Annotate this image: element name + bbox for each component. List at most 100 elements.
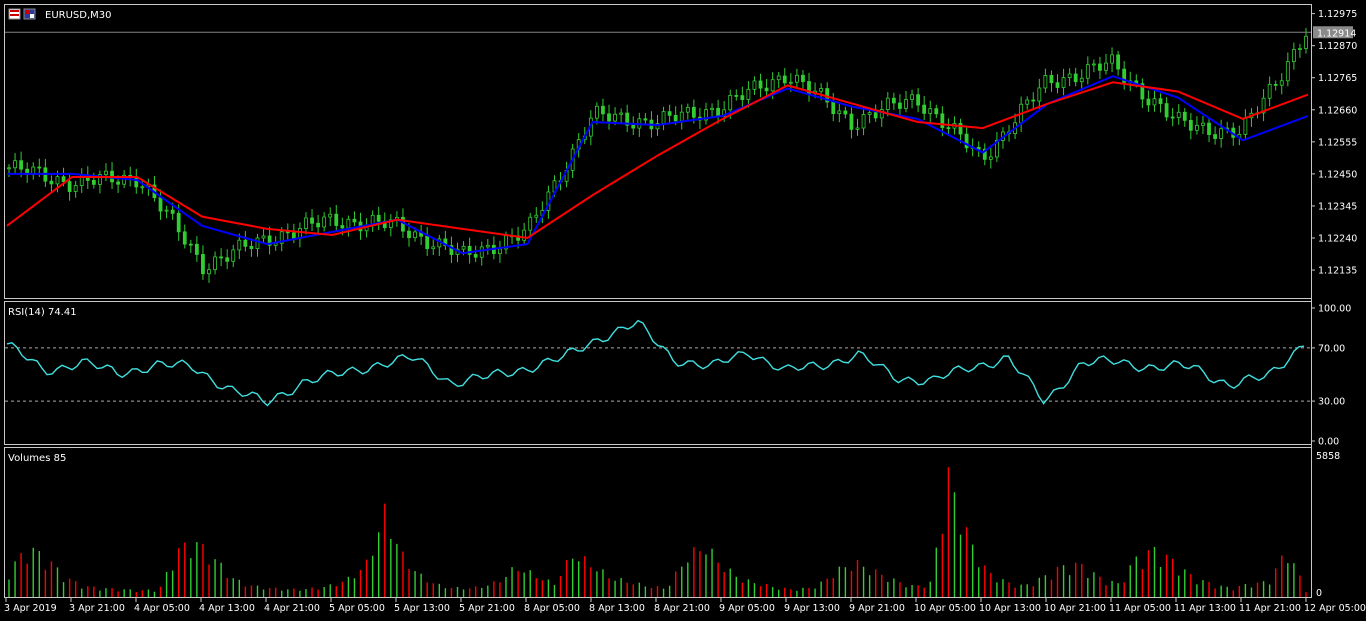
ma-slow-line — [6, 81, 1309, 240]
rsi-tick-label: 30.00 — [1318, 397, 1345, 408]
candle-body — [522, 229, 527, 241]
candle-body — [740, 95, 745, 100]
candle-body — [1031, 99, 1036, 102]
time-tick-label: 8 Apr 13:00 — [589, 603, 645, 614]
candle-body — [207, 269, 211, 275]
candle-body — [67, 181, 72, 192]
candle-body — [279, 231, 284, 244]
candle-body — [225, 257, 230, 262]
candle-body — [1073, 73, 1078, 83]
price-tick-label: 1.12975 — [1318, 9, 1357, 20]
candle-body — [188, 243, 193, 246]
candle-body — [1213, 134, 1217, 139]
candle-body — [1152, 98, 1157, 106]
candle-body — [407, 230, 411, 239]
time-tick-label: 5 Apr 13:00 — [394, 603, 450, 614]
time-tick-label: 12 Apr 05:00 — [1304, 603, 1366, 614]
price-tick-label: 1.12450 — [1318, 169, 1357, 180]
candle-body — [625, 112, 630, 126]
candle-body — [843, 110, 848, 115]
rsi-tick-label: 0.00 — [1318, 437, 1339, 448]
candle-body — [964, 133, 969, 149]
candle-body — [916, 94, 921, 106]
current-price-label: 1.12914 — [1317, 28, 1356, 39]
candle-body — [958, 122, 963, 135]
candle-body — [1170, 116, 1175, 119]
time-tick-label: 10 Apr 13:00 — [979, 603, 1041, 614]
candle-body — [316, 222, 320, 228]
ma-fast-line — [7, 75, 1309, 255]
candle-body — [55, 176, 60, 185]
candle-body — [91, 179, 96, 185]
candle-body — [716, 107, 721, 117]
candle-body — [1273, 83, 1278, 86]
candle-body — [758, 80, 763, 89]
candle-body — [310, 217, 314, 224]
candle-body — [328, 213, 333, 218]
candle-body — [910, 94, 914, 100]
candle-body — [1043, 74, 1048, 89]
candle-body — [1279, 80, 1284, 86]
time-tick-label: 3 Apr 21:00 — [69, 603, 125, 614]
rsi-tick-label: 100.00 — [1318, 304, 1351, 315]
price-tick-label: 1.12765 — [1318, 73, 1357, 84]
price-tick-label: 1.12240 — [1318, 234, 1357, 245]
candle-body — [728, 95, 733, 111]
candle-body — [855, 127, 860, 130]
candle-body — [819, 88, 824, 92]
candle-body — [322, 216, 327, 228]
rsi-panel[interactable] — [4, 301, 1312, 445]
candle-body — [655, 123, 660, 130]
candle-body — [1158, 98, 1163, 104]
candle-body — [1122, 68, 1127, 83]
candle-body — [19, 160, 24, 170]
price-tick-label: 1.12135 — [1318, 266, 1357, 277]
candle-body — [285, 231, 290, 234]
candle-body — [304, 217, 308, 229]
candle-body — [631, 124, 636, 129]
candle-body — [213, 256, 217, 271]
time-tick-label: 3 Apr 2019 — [4, 603, 57, 614]
candle-body — [1079, 77, 1084, 83]
candle-body — [752, 80, 757, 90]
candle-body — [922, 104, 927, 114]
candle-body — [340, 225, 345, 229]
candle-body — [988, 156, 993, 160]
candle-body — [334, 213, 339, 226]
candle-body — [928, 108, 933, 114]
candle-body — [249, 245, 254, 250]
candle-body — [891, 97, 896, 104]
candle-body — [1164, 103, 1169, 118]
candle-body — [1291, 49, 1296, 63]
candle-body — [1261, 97, 1266, 114]
candle-body — [1098, 63, 1102, 71]
time-tick-label: 10 Apr 05:00 — [914, 603, 976, 614]
volume-panel[interactable] — [4, 447, 1312, 598]
candle-body — [1025, 99, 1030, 105]
candle-body — [376, 214, 381, 222]
candle-body — [691, 106, 696, 118]
candle-body — [194, 243, 199, 255]
candle-body — [182, 231, 187, 245]
candle-body — [861, 114, 866, 129]
eu-flag-icon — [8, 8, 21, 20]
time-tick-label: 8 Apr 21:00 — [654, 603, 710, 614]
candle-body — [1182, 111, 1187, 121]
candle-body — [946, 127, 951, 129]
candle-body — [479, 246, 484, 258]
candle-body — [449, 245, 454, 255]
volume-tick-label: 5858 — [1316, 451, 1340, 462]
candle-body — [667, 111, 672, 116]
time-tick-label: 4 Apr 13:00 — [199, 603, 255, 614]
candle-body — [801, 74, 805, 82]
candle-body — [237, 239, 242, 251]
candle-body — [837, 110, 842, 115]
candle-body — [776, 75, 781, 81]
candle-body — [1140, 83, 1145, 100]
candle-body — [267, 235, 272, 246]
volume-plot — [8, 467, 1307, 597]
price-panel[interactable] — [4, 4, 1312, 299]
candle-body — [746, 88, 751, 100]
candle-body — [679, 111, 684, 122]
